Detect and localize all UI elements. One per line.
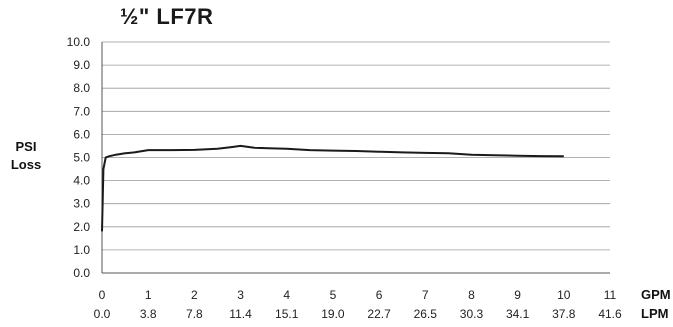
y-tick-label: 8.0 bbox=[73, 81, 90, 95]
x-tick-lpm-label: 41.6 bbox=[598, 307, 622, 321]
x-axis-label-lpm: LPM bbox=[641, 306, 668, 321]
x-tick-lpm-label: 34.1 bbox=[506, 307, 530, 321]
y-tick-label: 0.0 bbox=[73, 266, 90, 280]
x-axis-label-gpm: GPM bbox=[641, 287, 671, 302]
x-tick-gpm-label: 6 bbox=[376, 288, 383, 302]
x-tick-gpm-label: 3 bbox=[237, 288, 244, 302]
y-tick-label: 1.0 bbox=[73, 243, 90, 257]
y-tick-label: 2.0 bbox=[73, 220, 90, 234]
x-tick-lpm-label: 0.0 bbox=[94, 307, 111, 321]
x-tick-lpm-label: 26.5 bbox=[414, 307, 438, 321]
x-tick-gpm-label: 8 bbox=[468, 288, 475, 302]
y-tick-label: 6.0 bbox=[73, 127, 90, 141]
pressure-loss-curve bbox=[101, 144, 564, 232]
y-tick-label: 9.0 bbox=[73, 58, 90, 72]
x-tick-gpm-label: 10 bbox=[557, 288, 571, 302]
x-tick-gpm-label: 1 bbox=[145, 288, 152, 302]
x-tick-gpm-label: 2 bbox=[191, 288, 198, 302]
x-tick-lpm-label: 30.3 bbox=[460, 307, 484, 321]
y-axis-label-line1: PSI bbox=[16, 139, 37, 154]
x-tick-gpm-label: 7 bbox=[422, 288, 429, 302]
x-tick-gpm-label: 11 bbox=[604, 288, 617, 302]
y-tick-label: 7.0 bbox=[73, 104, 90, 118]
chart-title: ½" LF7R bbox=[120, 4, 214, 29]
x-tick-lpm-label: 7.8 bbox=[186, 307, 203, 321]
y-tick-label: 3.0 bbox=[73, 197, 90, 211]
y-tick-label: 4.0 bbox=[73, 174, 90, 188]
y-tick-label: 5.0 bbox=[73, 151, 90, 165]
x-tick-gpm-label: 4 bbox=[283, 288, 290, 302]
x-tick-gpm-label: 0 bbox=[99, 288, 106, 302]
x-tick-lpm-label: 3.8 bbox=[140, 307, 157, 321]
x-tick-lpm-label: 19.0 bbox=[321, 307, 345, 321]
x-tick-lpm-label: 11.4 bbox=[229, 307, 252, 321]
x-tick-lpm-label: 37.8 bbox=[552, 307, 576, 321]
y-axis-label-line2: Loss bbox=[11, 157, 41, 172]
x-tick-gpm-label: 9 bbox=[514, 288, 521, 302]
x-tick-lpm-label: 22.7 bbox=[367, 307, 391, 321]
x-tick-gpm-label: 5 bbox=[330, 288, 337, 302]
x-tick-lpm-label: 15.1 bbox=[275, 307, 299, 321]
y-tick-label: 10.0 bbox=[67, 35, 91, 49]
